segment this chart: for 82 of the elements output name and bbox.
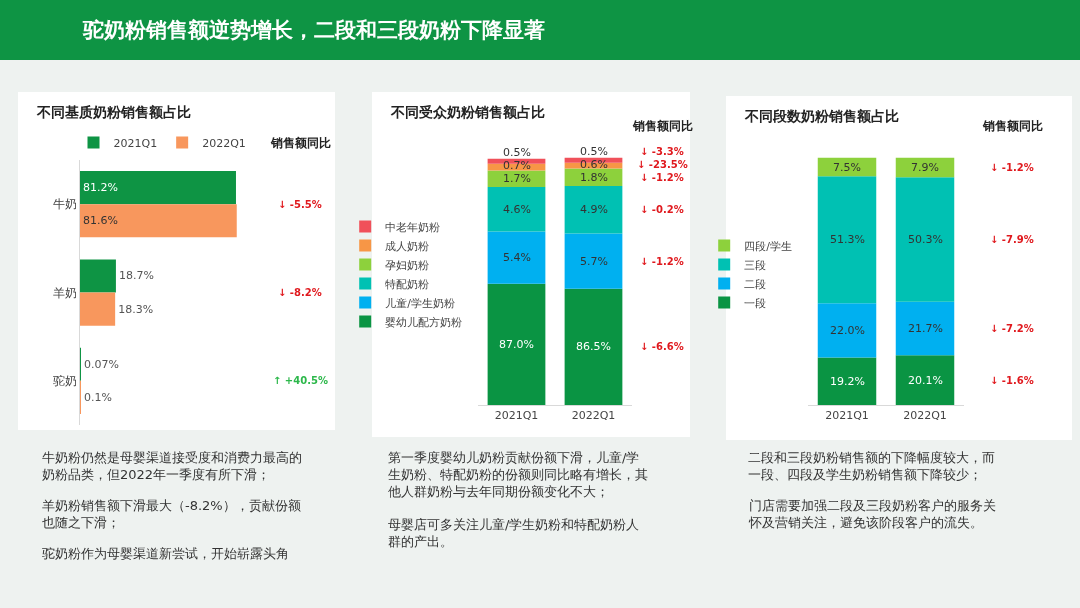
text: 二段和三段奶粉销售额的下降幅度较大，而一段、四段及学生奶粉销售额下降较少； [748, 450, 995, 482]
data-label: 20.1% [908, 374, 943, 387]
data-label: 4.9% [580, 203, 608, 216]
x-tick-label: 2022Q1 [903, 409, 947, 423]
bar [80, 204, 237, 238]
bar [817, 303, 877, 358]
text: 羊奶粉销售额下滑最大（-8.2%），贡献份额也随之下滑； [42, 498, 301, 530]
data-label: 22.0% [830, 324, 865, 337]
text: 驼奶粉作为母婴渠道新尝试，开始崭露头角 [42, 546, 289, 561]
text: 驼奶粉销售额逆势增长，二段和三段奶粉下降显著 [82, 18, 545, 42]
data-label: 5.7% [580, 255, 608, 268]
x-tick-label: 2021Q1 [825, 409, 869, 423]
text: ↓ -23.5% [637, 159, 688, 170]
data-label: 87.0% [499, 338, 534, 351]
chart-title: 不同受众奶粉销售额占比 [390, 104, 545, 120]
legend-label: 特配奶粉 [385, 277, 430, 291]
text: ↓ -1.2% [990, 162, 1034, 173]
legend-label: 三段 [744, 258, 767, 272]
y-tick-label: 驼奶 [52, 374, 77, 389]
data-label: 21.7% [908, 322, 943, 335]
chart-title: 不同段数奶粉销售额占比 [744, 108, 899, 124]
legend-label: 婴幼儿配方奶粉 [385, 315, 463, 329]
data-label: 0.5% [503, 146, 531, 159]
data-label: 18.7% [118, 269, 154, 283]
text: 销售额同比 [270, 136, 331, 150]
legend-label: 二段 [744, 277, 767, 291]
data-label: 51.3% [830, 233, 865, 246]
data-label: 1.8% [580, 171, 608, 184]
bar [817, 357, 877, 405]
data-label: 0.07% [84, 357, 119, 371]
data-label: 50.3% [908, 233, 943, 246]
data-label: 7.9% [911, 161, 939, 174]
y-tick-label: 牛奶 [52, 197, 77, 212]
annotation: 母婴店可多关注儿童/学生奶粉和特配奶粉人群的产出。 [388, 517, 640, 549]
text: 销售额同比 [632, 119, 693, 133]
data-label: 81.6% [83, 214, 118, 228]
data-label: 5.4% [503, 251, 531, 264]
text: ↓ -8.2% [278, 287, 322, 298]
y-tick-label: 羊奶 [52, 285, 77, 300]
bar [895, 177, 955, 302]
bar [80, 292, 116, 326]
data-label: 0.5% [580, 145, 608, 158]
bar [895, 355, 955, 405]
text: ↓ -1.2% [640, 256, 684, 267]
legend-label: 一段 [744, 296, 767, 310]
legend-label: 中老年奶粉 [385, 220, 441, 234]
data-label: 19.2% [830, 375, 865, 388]
legend-label: 2021Q1 [113, 136, 158, 150]
data-label: 0.7% [503, 159, 531, 172]
data-label: 18.3% [118, 302, 154, 316]
text: ↓ -1.2% [640, 172, 684, 183]
text: ↓ -7.2% [990, 323, 1034, 334]
legend-label: 孕妇奶粉 [385, 258, 430, 272]
annotation: 第一季度婴幼儿奶粉贡献份额下滑，儿童/学生奶粉、特配奶粉的份额则同比略有增长，其他人群奶粉与去年同期份额变化不大； [388, 450, 648, 499]
bar [895, 301, 955, 356]
chart-subtitle: 不同基质奶粉销售额占比 [36, 104, 191, 120]
data-label: 81.2% [83, 181, 118, 195]
bar [80, 259, 116, 293]
bar [80, 171, 236, 205]
text: ↓ -6.6% [640, 341, 684, 352]
data-label: 7.5% [833, 161, 861, 174]
data-label: 0.1% [84, 390, 112, 404]
text: ↓ -3.3% [640, 146, 684, 157]
data-label: 86.5% [576, 340, 611, 353]
text: ↓ -1.6% [990, 375, 1034, 386]
legend-label: 成人奶粉 [385, 239, 430, 253]
text: 销售额同比 [982, 119, 1043, 133]
data-label: 0.6% [580, 158, 608, 171]
legend-label: 四段/学生 [744, 239, 792, 253]
legend-label: 儿童/学生奶粉 [385, 296, 455, 310]
text: ↑ +40.5% [273, 375, 328, 386]
legend-label: 2022Q1 [202, 136, 246, 150]
text: ↓ -5.5% [278, 199, 322, 210]
text: ↓ -7.9% [990, 234, 1034, 245]
x-tick-label: 2021Q1 [494, 409, 539, 423]
text: 门店需要加强二段及三段奶粉客户的服务关怀及营销关注，避免该阶段客户的流失。 [748, 498, 996, 530]
x-tick-label: 2022Q1 [571, 409, 616, 423]
data-label: 1.7% [503, 172, 531, 185]
text: 牛奶粉仍然是母婴渠道接受度和消费力最高的奶粉品类，但2022年一季度有所下滑； [42, 450, 302, 482]
data-label: 4.6% [503, 203, 531, 216]
text: ↓ -0.2% [640, 204, 684, 215]
bar [817, 176, 877, 304]
